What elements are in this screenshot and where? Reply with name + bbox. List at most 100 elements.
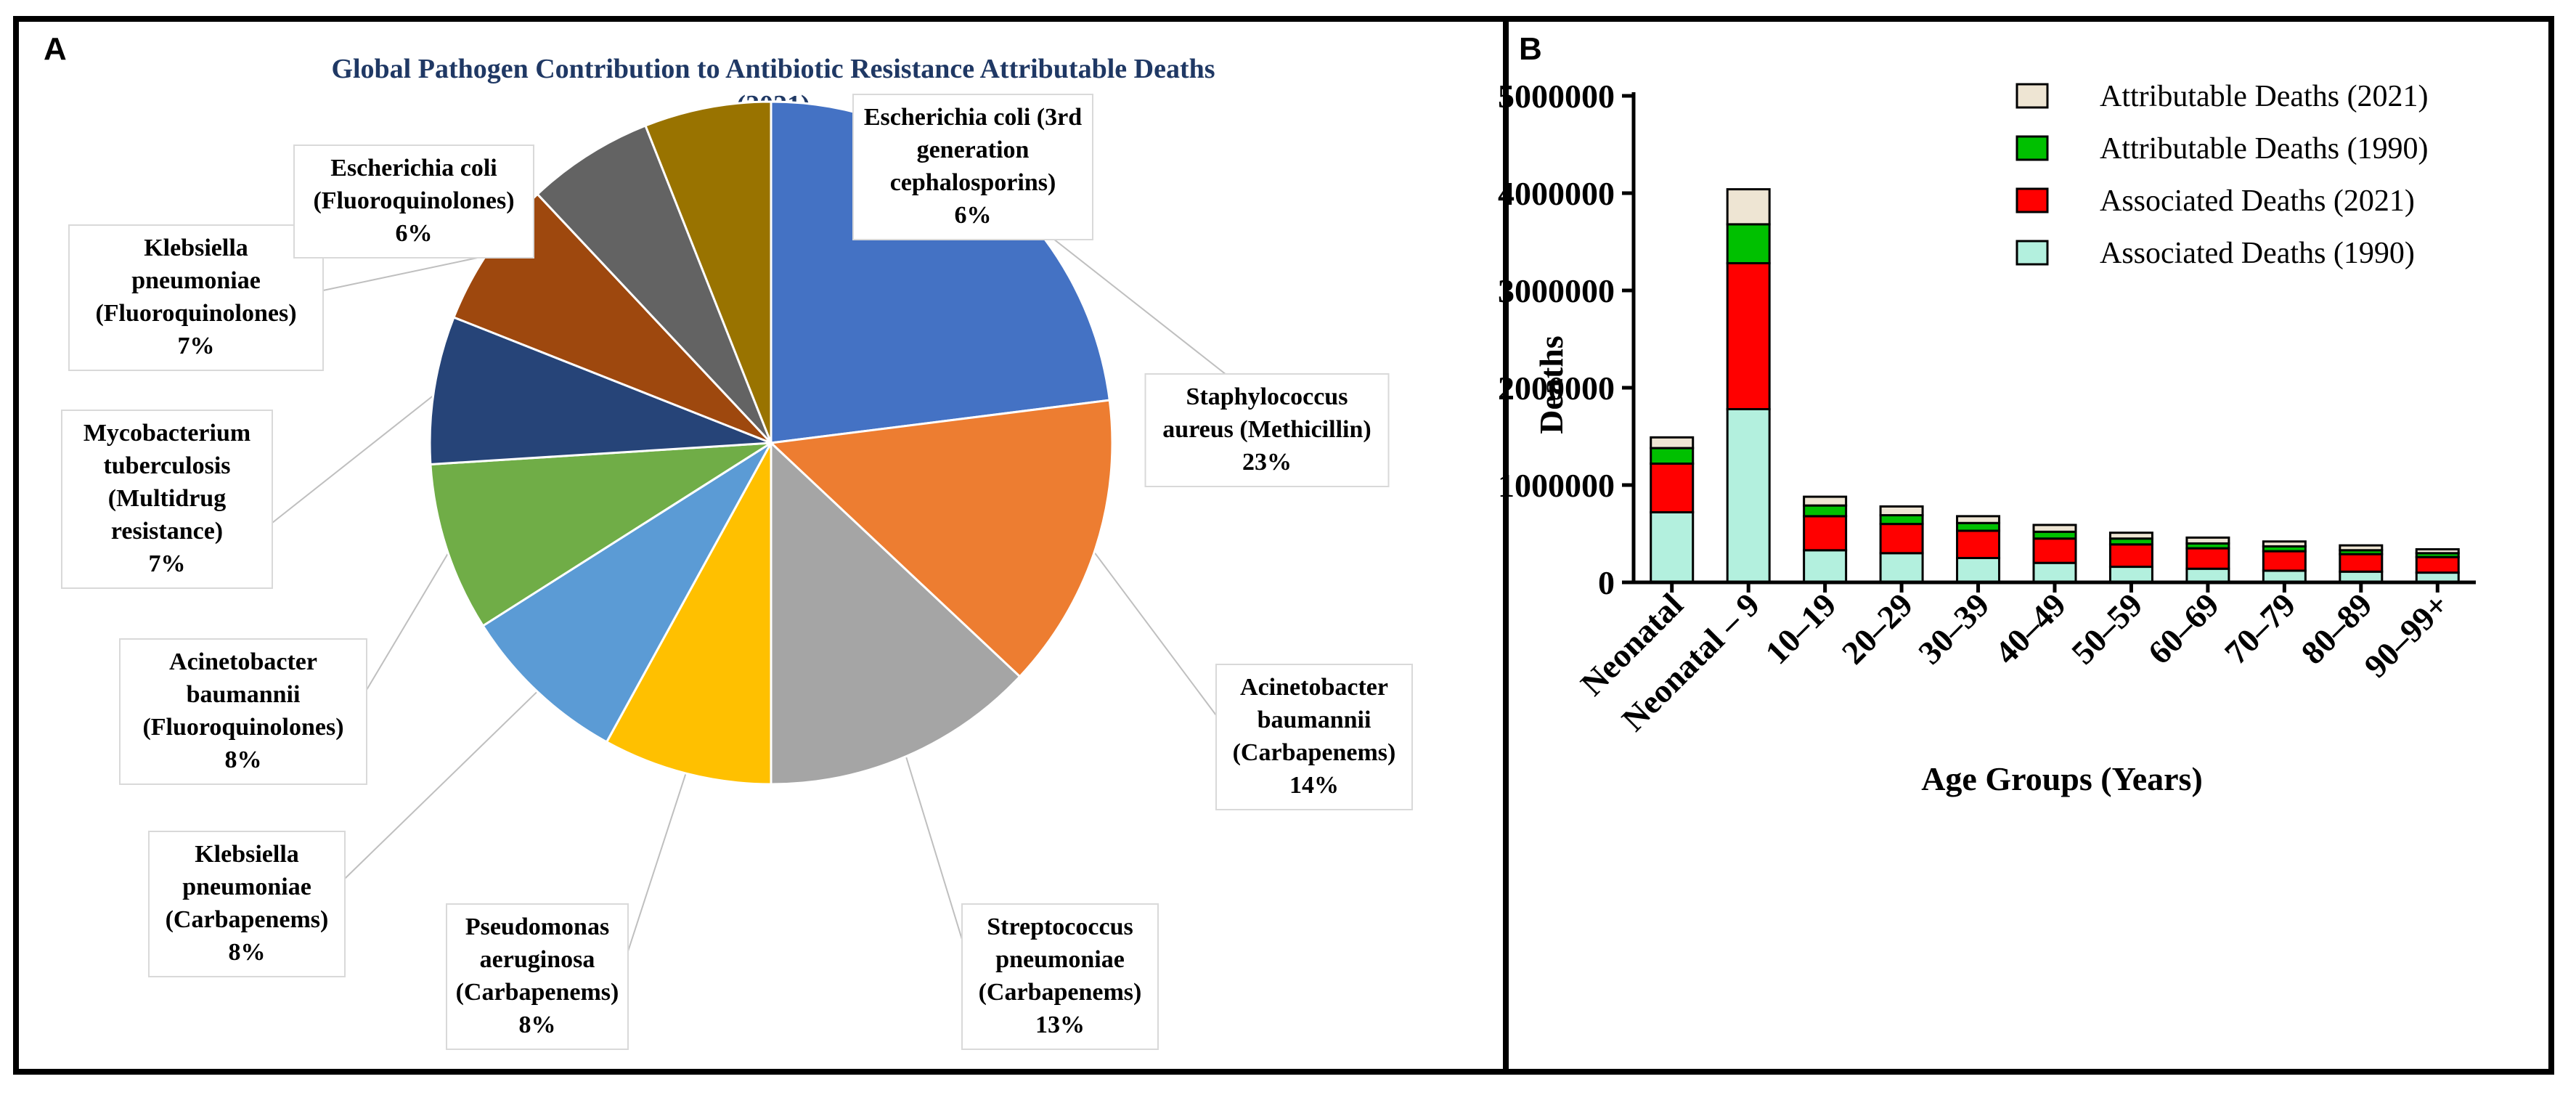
pie-label-text: (Carbapenems) [166, 906, 329, 933]
pie-label-text: Mycobacterium [83, 420, 250, 447]
pie-label-text: (Fluoroquinolones) [313, 187, 514, 214]
y-axis-label: Deaths [1533, 335, 1570, 433]
bar-segment [2108, 543, 2153, 569]
legend-swatch [2015, 240, 2049, 266]
bar-legend: Attributable Deaths (2021) Attributable D… [2015, 80, 2429, 270]
pie-label-percent: 23% [1242, 449, 1292, 476]
pie-label-text: baumannii [1258, 707, 1371, 733]
bar-segment [1650, 511, 1695, 584]
leader-line [627, 768, 689, 952]
leader-line [903, 750, 966, 952]
panel-divider [1503, 16, 1509, 1075]
bar-segment [1956, 515, 2001, 524]
pie-label-text: (Multidrug [108, 485, 226, 512]
pie-label-percent: 13% [1035, 1011, 1085, 1038]
x-tick-label: 30–39 [1911, 586, 1996, 671]
bar-segment [1956, 521, 2001, 532]
pie-label-box [1215, 664, 1413, 810]
x-tick-label: 40–49 [1988, 586, 2073, 671]
pie-labels: Staphylococcus aureus (Methicillin) 23% Aci… [61, 94, 1413, 1050]
y-tick-label: 4000000 [1498, 175, 1615, 212]
bar-segment [1879, 552, 1924, 584]
pie-label-text: aeruginosa [480, 946, 595, 973]
legend-swatch [2015, 187, 2049, 213]
bar-segment [2262, 540, 2307, 548]
leader-line [322, 253, 494, 291]
pie-label-text: pneumoniae [995, 946, 1125, 973]
pie-label-percent: 7% [149, 550, 186, 577]
legend-entry: Associated Deaths (1990) [2100, 237, 2415, 270]
x-tick-label: 60–69 [2141, 586, 2226, 671]
bar-segment [1726, 261, 1771, 410]
pie-label-text: (Carbapenems) [1233, 739, 1396, 766]
pie-label-text: (Fluoroquinolones) [95, 300, 296, 327]
pie-label-text: Streptococcus [987, 913, 1133, 940]
pie-label-box [961, 903, 1159, 1050]
bar-segment [2262, 550, 2307, 572]
pie-label-text: generation [917, 137, 1030, 163]
pie-label-percent: 6% [955, 202, 992, 229]
y-tick-label: 1000000 [1498, 467, 1615, 504]
pie-slice [428, 316, 772, 466]
leader-line [272, 389, 441, 524]
pie-label-text: baumannii [187, 681, 301, 708]
bar-segment [1803, 549, 1848, 584]
pie-label-text: cephalosporins) [890, 169, 1056, 196]
pie-label-text: Klebsiella [144, 235, 248, 261]
pie-label-percent: 14% [1289, 772, 1339, 799]
pie-label-box [68, 224, 324, 371]
bar-segment [1803, 515, 1848, 552]
pie-slice [768, 399, 1114, 678]
pie-label-text: aureus (Methicillin) [1162, 416, 1371, 443]
pie-slice [605, 442, 773, 786]
pie-label-box [119, 638, 367, 785]
bar-segment [1803, 495, 1848, 507]
bar-segment [2032, 561, 2077, 584]
leader-line [1089, 546, 1217, 716]
pie-label-text: pneumoniae [182, 874, 311, 900]
bar-segment [2339, 544, 2384, 552]
bar-segment [1726, 223, 1771, 264]
legend-swatch [2015, 83, 2049, 109]
leader-line [366, 546, 453, 691]
pie-label-text: Acinetobacter [169, 648, 317, 675]
x-axis-label: Age Groups (Years) [1921, 760, 2203, 797]
x-tick-label: 10–19 [1758, 586, 1843, 671]
bar-segment [2185, 547, 2230, 570]
bar-segment [2415, 555, 2460, 574]
y-tick-label: 0 [1598, 564, 1615, 601]
legend-swatch [2015, 135, 2049, 161]
leader-line [344, 687, 542, 879]
pie-label-text: resistance) [111, 518, 223, 545]
pie-label-text: (Carbapenems) [456, 979, 619, 1006]
bar-segment [1879, 523, 1924, 555]
bar-segment [2185, 567, 2230, 584]
pie-slice [481, 441, 773, 744]
y-tick-label: 2000000 [1498, 370, 1615, 407]
pie-label-percent: 6% [396, 220, 433, 247]
bar-segment [2185, 536, 2230, 545]
legend-entry: Attributable Deaths (2021) [2100, 80, 2429, 113]
bar-segment [2108, 532, 2153, 540]
legend-entry: Associated Deaths (2021) [2100, 184, 2415, 218]
pie-label-text: Klebsiella [195, 841, 299, 868]
pie-label-text: (Carbapenems) [979, 979, 1142, 1006]
legend-entry: Attributable Deaths (1990) [2100, 132, 2429, 166]
bar-segment [1803, 504, 1848, 518]
bar-segment [1956, 557, 2001, 584]
pie-slice [644, 100, 773, 444]
bar-segment [1726, 188, 1771, 226]
pie-label-percent: 7% [178, 333, 215, 359]
bar-segment [1879, 514, 1924, 526]
pie-chart [428, 100, 1114, 786]
bar-segment [1956, 529, 2001, 559]
pie-label-text: pneumoniae [131, 267, 261, 294]
pie-label-text: Escherichia coli [330, 155, 497, 182]
bar-segment [1650, 447, 1695, 465]
bar-segment [2339, 553, 2384, 573]
x-tick-label: 50–59 [2064, 586, 2149, 671]
bar-segment [2032, 537, 2077, 564]
pie-label-box [293, 144, 534, 259]
pie-label-box [1144, 373, 1390, 487]
